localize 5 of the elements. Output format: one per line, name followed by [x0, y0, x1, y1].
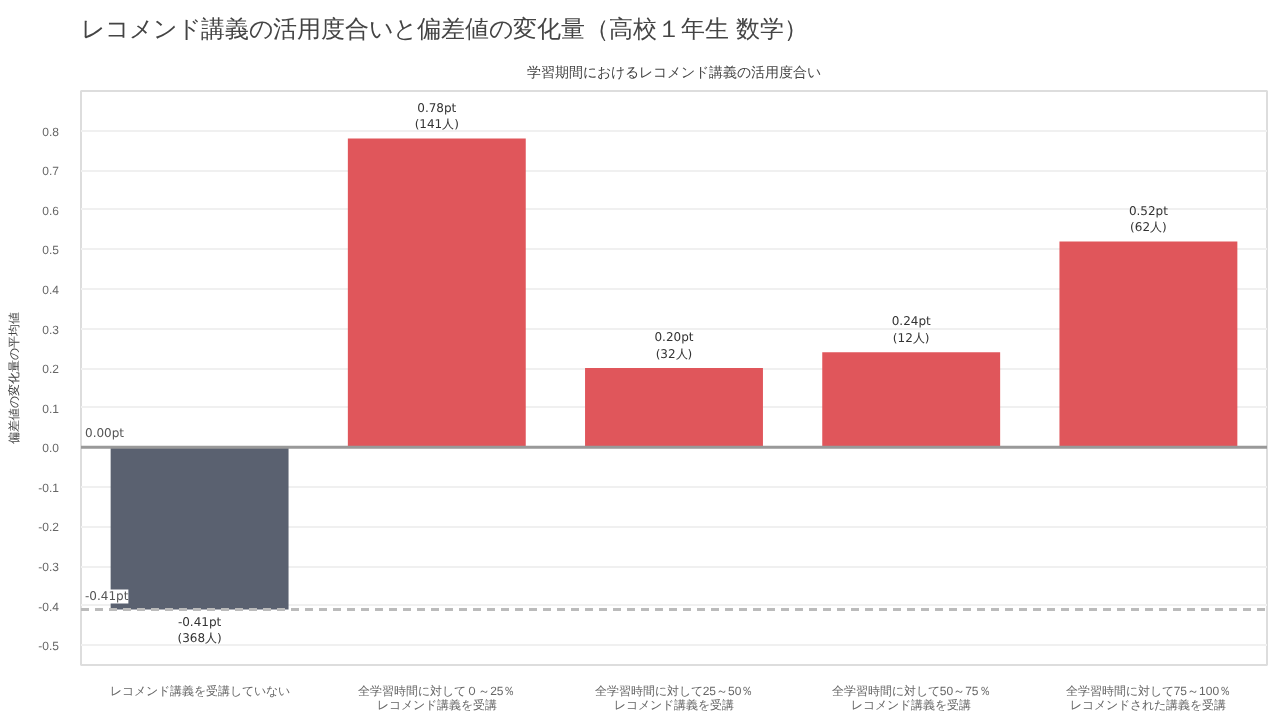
bar [347, 138, 526, 448]
bar [1059, 241, 1238, 448]
bar [585, 368, 763, 448]
chart-title: レコメンド講義の活用度合いと偏差値の変化量（高校１年生 数学） [81, 15, 808, 43]
bar [822, 352, 1001, 448]
